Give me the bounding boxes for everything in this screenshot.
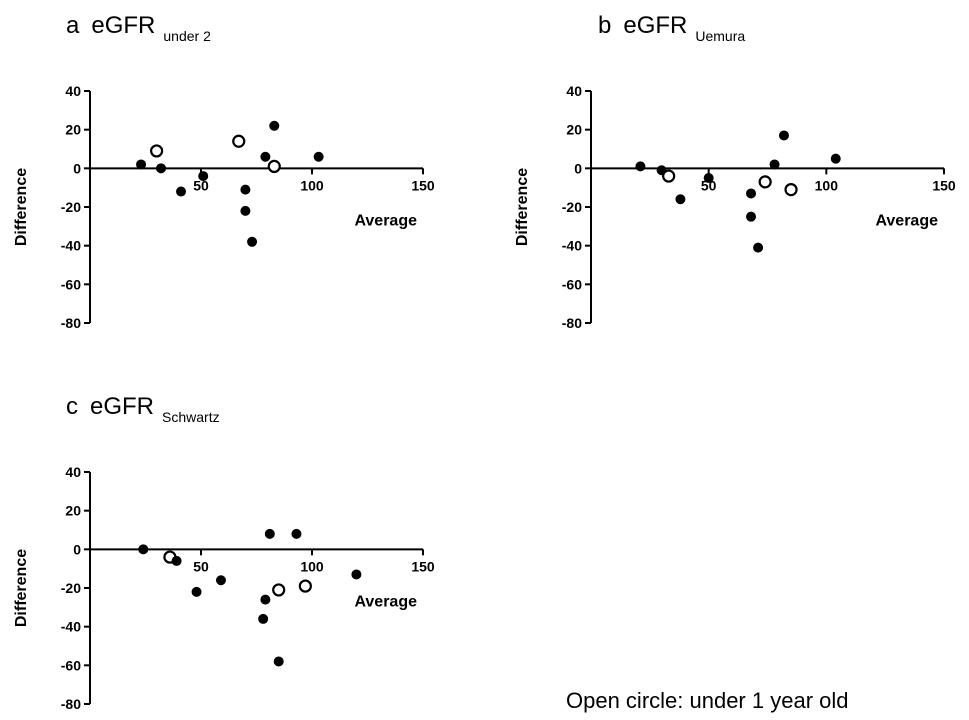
data-point-filled — [172, 556, 181, 565]
data-point-open — [273, 584, 284, 595]
data-point-filled — [192, 587, 201, 596]
y-tick-label: -40 — [562, 238, 582, 254]
y-axis-label: Difference — [514, 168, 531, 246]
data-point-filled — [292, 529, 301, 538]
y-tick-label: 0 — [574, 160, 582, 176]
data-point-open — [300, 581, 311, 592]
title-main: eGFR — [91, 12, 155, 39]
y-tick-label: -60 — [61, 276, 81, 292]
data-point-open — [269, 161, 280, 172]
data-point-filled — [352, 570, 361, 579]
y-tick-label: -20 — [61, 580, 81, 596]
data-point-filled — [241, 206, 250, 215]
x-tick-label: 100 — [300, 558, 324, 574]
x-tick-label: 150 — [411, 558, 435, 574]
y-tick-label: -20 — [562, 199, 582, 215]
data-point-filled — [241, 185, 250, 194]
x-tick-label: 150 — [932, 177, 956, 193]
data-point-filled — [259, 614, 268, 623]
data-point-filled — [636, 162, 645, 171]
title-subscript: Schwartz — [162, 409, 220, 425]
panel-title: b eGFR Uemura — [598, 12, 745, 44]
y-tick-label: -60 — [61, 657, 81, 673]
title-subscript: under 2 — [163, 28, 211, 44]
x-axis-label: Average — [354, 593, 417, 610]
data-point-filled — [270, 121, 279, 130]
data-point-open — [233, 136, 244, 147]
x-tick-label: 100 — [300, 177, 324, 193]
data-point-filled — [704, 174, 713, 183]
title-main: eGFR — [90, 393, 154, 420]
y-tick-label: 20 — [65, 122, 81, 138]
y-tick-label: -40 — [61, 619, 81, 635]
y-tick-label: 40 — [566, 83, 582, 99]
data-point-filled — [261, 152, 270, 161]
data-point-filled — [831, 154, 840, 163]
y-tick-label: -40 — [61, 238, 81, 254]
data-point-filled — [157, 164, 166, 173]
y-tick-label: 40 — [65, 83, 81, 99]
x-axis-label: Average — [354, 212, 417, 229]
data-point-filled — [770, 160, 779, 169]
data-point-filled — [199, 172, 208, 181]
y-axis-label: Difference — [13, 168, 30, 246]
y-tick-label: 40 — [65, 464, 81, 480]
data-point-filled — [314, 152, 323, 161]
y-tick-label: -20 — [61, 199, 81, 215]
data-point-filled — [265, 529, 274, 538]
data-point-filled — [274, 657, 283, 666]
data-point-filled — [779, 131, 788, 140]
y-tick-label: -80 — [61, 696, 81, 712]
x-axis-label: Average — [875, 212, 938, 229]
data-point-open — [151, 145, 162, 156]
x-tick-label: 50 — [193, 558, 209, 574]
x-tick-label: 150 — [411, 177, 435, 193]
title-subscript: Uemura — [695, 28, 745, 44]
y-tick-label: 20 — [566, 122, 582, 138]
data-point-filled — [216, 576, 225, 585]
data-point-filled — [747, 189, 756, 198]
y-tick-label: 0 — [73, 541, 81, 557]
data-point-filled — [139, 545, 148, 554]
data-point-open — [663, 171, 674, 182]
data-point-filled — [177, 187, 186, 196]
data-point-filled — [137, 160, 146, 169]
panel-title: a eGFR under 2 — [66, 12, 211, 44]
data-point-open — [760, 176, 771, 187]
y-tick-label: -60 — [562, 276, 582, 292]
data-point-open — [786, 184, 797, 195]
y-tick-label: 20 — [65, 503, 81, 519]
data-point-filled — [754, 243, 763, 252]
panel-letter: c — [66, 393, 78, 420]
data-point-filled — [747, 212, 756, 221]
data-point-filled — [676, 195, 685, 204]
y-tick-label: 0 — [73, 160, 81, 176]
x-tick-label: 100 — [815, 177, 839, 193]
legend-note: Open circle: under 1 year old — [566, 688, 849, 714]
data-point-filled — [248, 237, 257, 246]
title-main: eGFR — [623, 12, 687, 39]
panel-title: c eGFR Schwartz — [66, 393, 220, 425]
panel-c: c eGFR Schwartz 40 20 0 -20 -40 -60 -80 50 100 150 Di… — [13, 393, 435, 712]
panel-letter: b — [598, 12, 611, 39]
data-point-filled — [261, 595, 270, 604]
y-tick-label: -80 — [562, 315, 582, 331]
panel-letter: a — [66, 12, 80, 39]
y-tick-label: -80 — [61, 315, 81, 331]
y-axis-label: Difference — [13, 549, 30, 627]
